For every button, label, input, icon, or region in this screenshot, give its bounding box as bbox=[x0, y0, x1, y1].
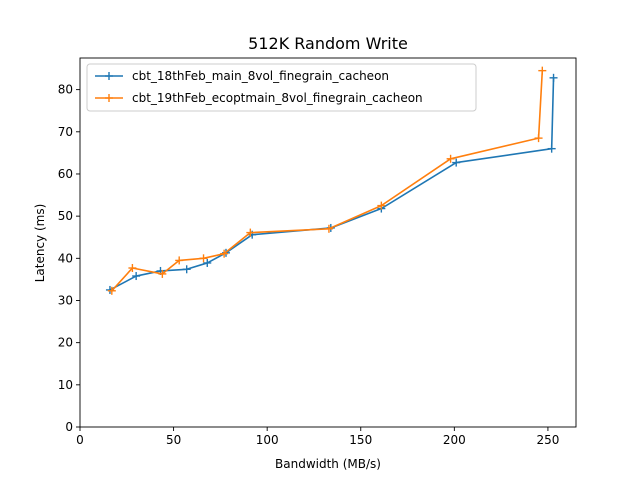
data-point-marker bbox=[132, 272, 141, 281]
data-point-marker bbox=[175, 256, 184, 265]
y-tick-label: 60 bbox=[58, 167, 73, 181]
y-tick-label: 50 bbox=[58, 209, 73, 223]
y-tick-label: 70 bbox=[58, 125, 73, 139]
data-point-marker bbox=[538, 66, 547, 75]
x-axis-label: Bandwidth (MB/s) bbox=[275, 457, 381, 471]
x-tick-label: 250 bbox=[536, 433, 559, 447]
legend-label: cbt_19thFeb_ecoptmain_8vol_finegrain_cac… bbox=[132, 91, 423, 105]
y-tick-label: 80 bbox=[58, 83, 73, 97]
y-tick-label: 30 bbox=[58, 293, 73, 307]
data-point-marker bbox=[203, 258, 212, 267]
chart-title: 512K Random Write bbox=[248, 34, 408, 53]
data-point-marker bbox=[549, 73, 558, 82]
data-point-marker bbox=[199, 254, 208, 263]
legend-label: cbt_18thFeb_main_8vol_finegrain_cacheon bbox=[132, 69, 389, 83]
data-point-marker bbox=[547, 144, 556, 153]
x-tick-label: 50 bbox=[166, 433, 181, 447]
data-point-marker bbox=[158, 269, 167, 278]
x-tick-label: 0 bbox=[76, 433, 84, 447]
data-point-marker bbox=[182, 265, 191, 274]
series-line-2 bbox=[111, 70, 544, 292]
y-tick-label: 40 bbox=[58, 251, 73, 265]
x-tick-label: 200 bbox=[443, 433, 466, 447]
data-point-marker bbox=[446, 154, 455, 163]
legend-box bbox=[86, 63, 477, 112]
axes-frame bbox=[79, 57, 577, 428]
legend: cbt_18thFeb_main_8vol_finegrain_cacheonc… bbox=[86, 63, 477, 112]
data-point-marker bbox=[128, 264, 137, 273]
data-point-marker bbox=[220, 249, 229, 258]
x-tick-label: 150 bbox=[349, 433, 372, 447]
series-line-1 bbox=[109, 77, 555, 291]
y-tick-label: 10 bbox=[58, 378, 73, 392]
data-point-marker bbox=[452, 158, 461, 167]
x-tick-label: 100 bbox=[256, 433, 279, 447]
data-point-marker bbox=[534, 134, 543, 143]
y-axis-label: Latency (ms) bbox=[33, 204, 47, 283]
y-tick-label: 20 bbox=[58, 336, 73, 350]
data-point-marker bbox=[324, 224, 333, 233]
data-point-marker bbox=[107, 286, 116, 295]
data-point-marker bbox=[246, 228, 255, 237]
y-tick-label: 0 bbox=[65, 420, 73, 434]
data-point-marker bbox=[377, 201, 386, 210]
plot-area: 0 50 100 150 200 250 0 10 20 30 40 50 60 70 80 bbox=[58, 57, 577, 447]
